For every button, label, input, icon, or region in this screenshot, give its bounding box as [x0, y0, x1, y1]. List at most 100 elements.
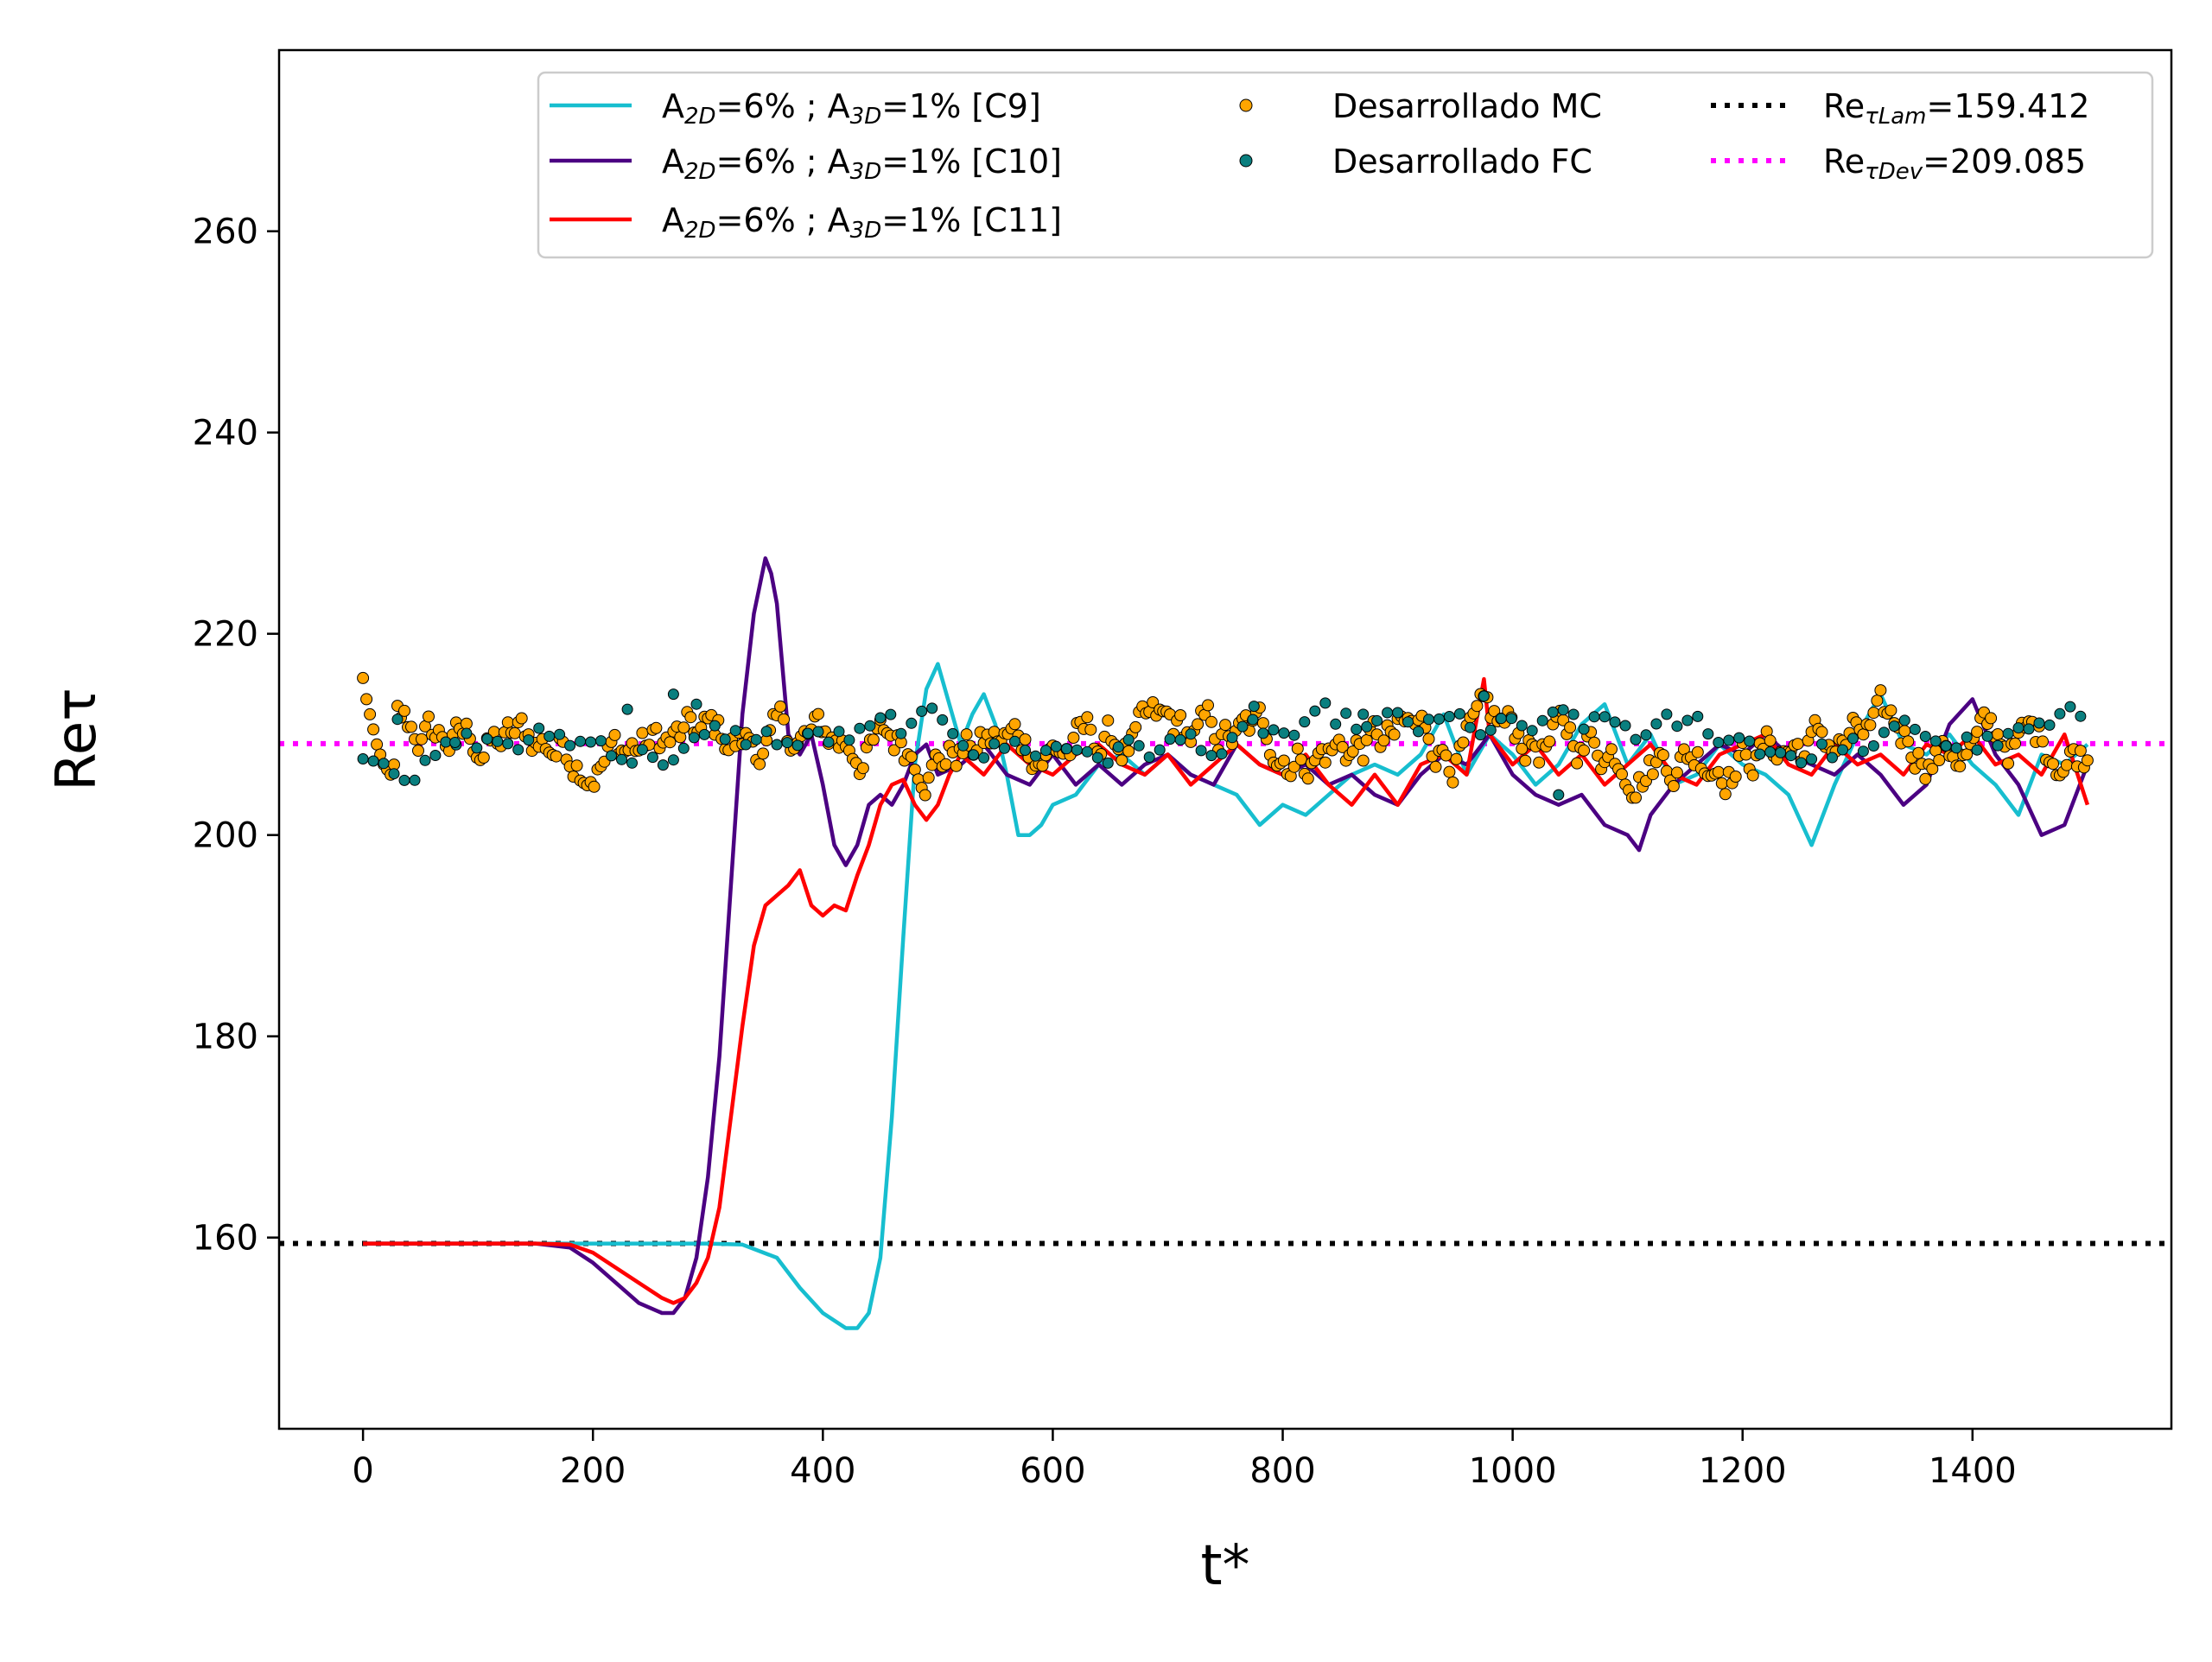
scatter-point — [2064, 701, 2076, 713]
scatter-point — [1443, 711, 1455, 722]
scatter-point — [1571, 757, 1584, 770]
scatter-point — [1519, 754, 1532, 767]
legend-box — [537, 71, 2154, 259]
scatter-point — [606, 750, 617, 762]
legend-label-2: A2D=6% ; A3D=1% [C11] — [662, 201, 1062, 244]
scatter-point — [1084, 723, 1097, 736]
scatter-point — [1791, 738, 1804, 751]
scatter-point — [1902, 735, 1915, 748]
scatter-point — [1919, 772, 1932, 785]
scatter-point — [774, 700, 787, 713]
scatter-point — [1536, 714, 1548, 726]
scatter-point — [906, 717, 918, 729]
scatter-point — [709, 720, 721, 732]
scatter-point — [1526, 725, 1538, 737]
scatter-point — [781, 737, 793, 749]
scatter-point — [1744, 735, 1756, 747]
scatter-point — [1236, 720, 1249, 733]
scatter-point — [1102, 714, 1115, 727]
scatter-point — [1950, 742, 1962, 754]
scatter-point — [2002, 757, 2015, 770]
scatter-point — [1030, 750, 1041, 762]
scatter-point — [1288, 729, 1300, 741]
scatter-point — [360, 693, 373, 706]
scatter-point — [543, 730, 556, 742]
scatter-point — [1630, 791, 1642, 804]
scatter-point — [1867, 707, 1880, 720]
scatter-point — [471, 742, 483, 754]
scatter-point — [585, 736, 597, 748]
scatter-point — [419, 754, 431, 766]
scatter-point — [1746, 769, 1759, 782]
scatter-point — [412, 745, 424, 757]
scatter-point — [1474, 729, 1486, 741]
scatter-point — [1588, 711, 1600, 723]
scatter-point — [677, 742, 690, 754]
scatter-point — [423, 710, 435, 723]
scatter-point — [523, 734, 535, 746]
scatter-point — [357, 753, 369, 764]
scatter-point — [1885, 704, 1897, 717]
scatter-point — [1547, 706, 1559, 718]
scatter-point — [2081, 754, 2094, 767]
scatter-point — [1081, 711, 1094, 724]
scatter-point — [1971, 744, 1983, 756]
scatter-point — [508, 726, 521, 739]
scatter-point — [1336, 740, 1349, 753]
scatter-point — [492, 735, 504, 747]
scatter-point — [1192, 718, 1205, 731]
scatter-point — [1450, 752, 1463, 765]
scatter-point — [1874, 684, 1887, 697]
scatter-point — [1619, 720, 1631, 732]
scatter-point — [1216, 748, 1228, 760]
scatter-point — [588, 780, 601, 793]
scatter-point — [608, 728, 621, 741]
scatter-point — [1712, 765, 1725, 778]
scatter-point — [1471, 700, 1484, 713]
scatter-point — [1277, 754, 1290, 767]
scatter-point — [1961, 731, 1973, 743]
scatter-point — [1112, 741, 1124, 753]
scatter-point — [460, 717, 473, 730]
scatter-point — [1351, 723, 1363, 735]
scatter-point — [885, 708, 897, 720]
scatter-point — [1609, 716, 1621, 728]
scatter-point — [867, 733, 880, 746]
scatter-point — [1248, 701, 1260, 713]
scatter-point — [1806, 753, 1818, 765]
legend-label-6: ReτDev=209.085 — [1823, 143, 2086, 185]
scatter-point — [1357, 708, 1370, 720]
scatter-point — [650, 721, 663, 734]
scatter-point — [664, 736, 677, 749]
scatter-point — [1505, 713, 1517, 725]
scatter-point — [1715, 777, 1728, 790]
scatter-point — [1291, 742, 1304, 755]
scatter-point — [1867, 740, 1879, 752]
scatter-point — [1888, 720, 1900, 733]
scatter-point — [1543, 735, 1556, 748]
scatter-point — [1670, 766, 1683, 779]
scatter-point — [636, 744, 648, 756]
scatter-point — [595, 735, 607, 747]
scatter-point — [1185, 728, 1197, 740]
x-tick-label-1000: 1000 — [1469, 1451, 1557, 1491]
plot-frame — [277, 48, 2173, 1430]
scatter-point — [2023, 723, 2035, 735]
scatter-point — [1816, 738, 1827, 750]
scatter-point — [1857, 745, 1869, 758]
scatter-point — [1933, 754, 1946, 766]
scatter-point — [1878, 726, 1890, 739]
scatter-point — [1377, 734, 1390, 747]
scatter-point — [1992, 728, 2005, 740]
scatter-point — [939, 758, 952, 771]
scatter-point — [398, 774, 410, 786]
scatter-point — [1361, 720, 1373, 733]
scatter-point — [533, 722, 545, 734]
x-axis-title: t* — [1200, 1534, 1249, 1598]
scatter-point — [1981, 730, 1993, 742]
y-tick-label-240: 240 — [193, 414, 258, 454]
scatter-point — [1081, 745, 1093, 758]
scatter-point — [1616, 768, 1628, 781]
